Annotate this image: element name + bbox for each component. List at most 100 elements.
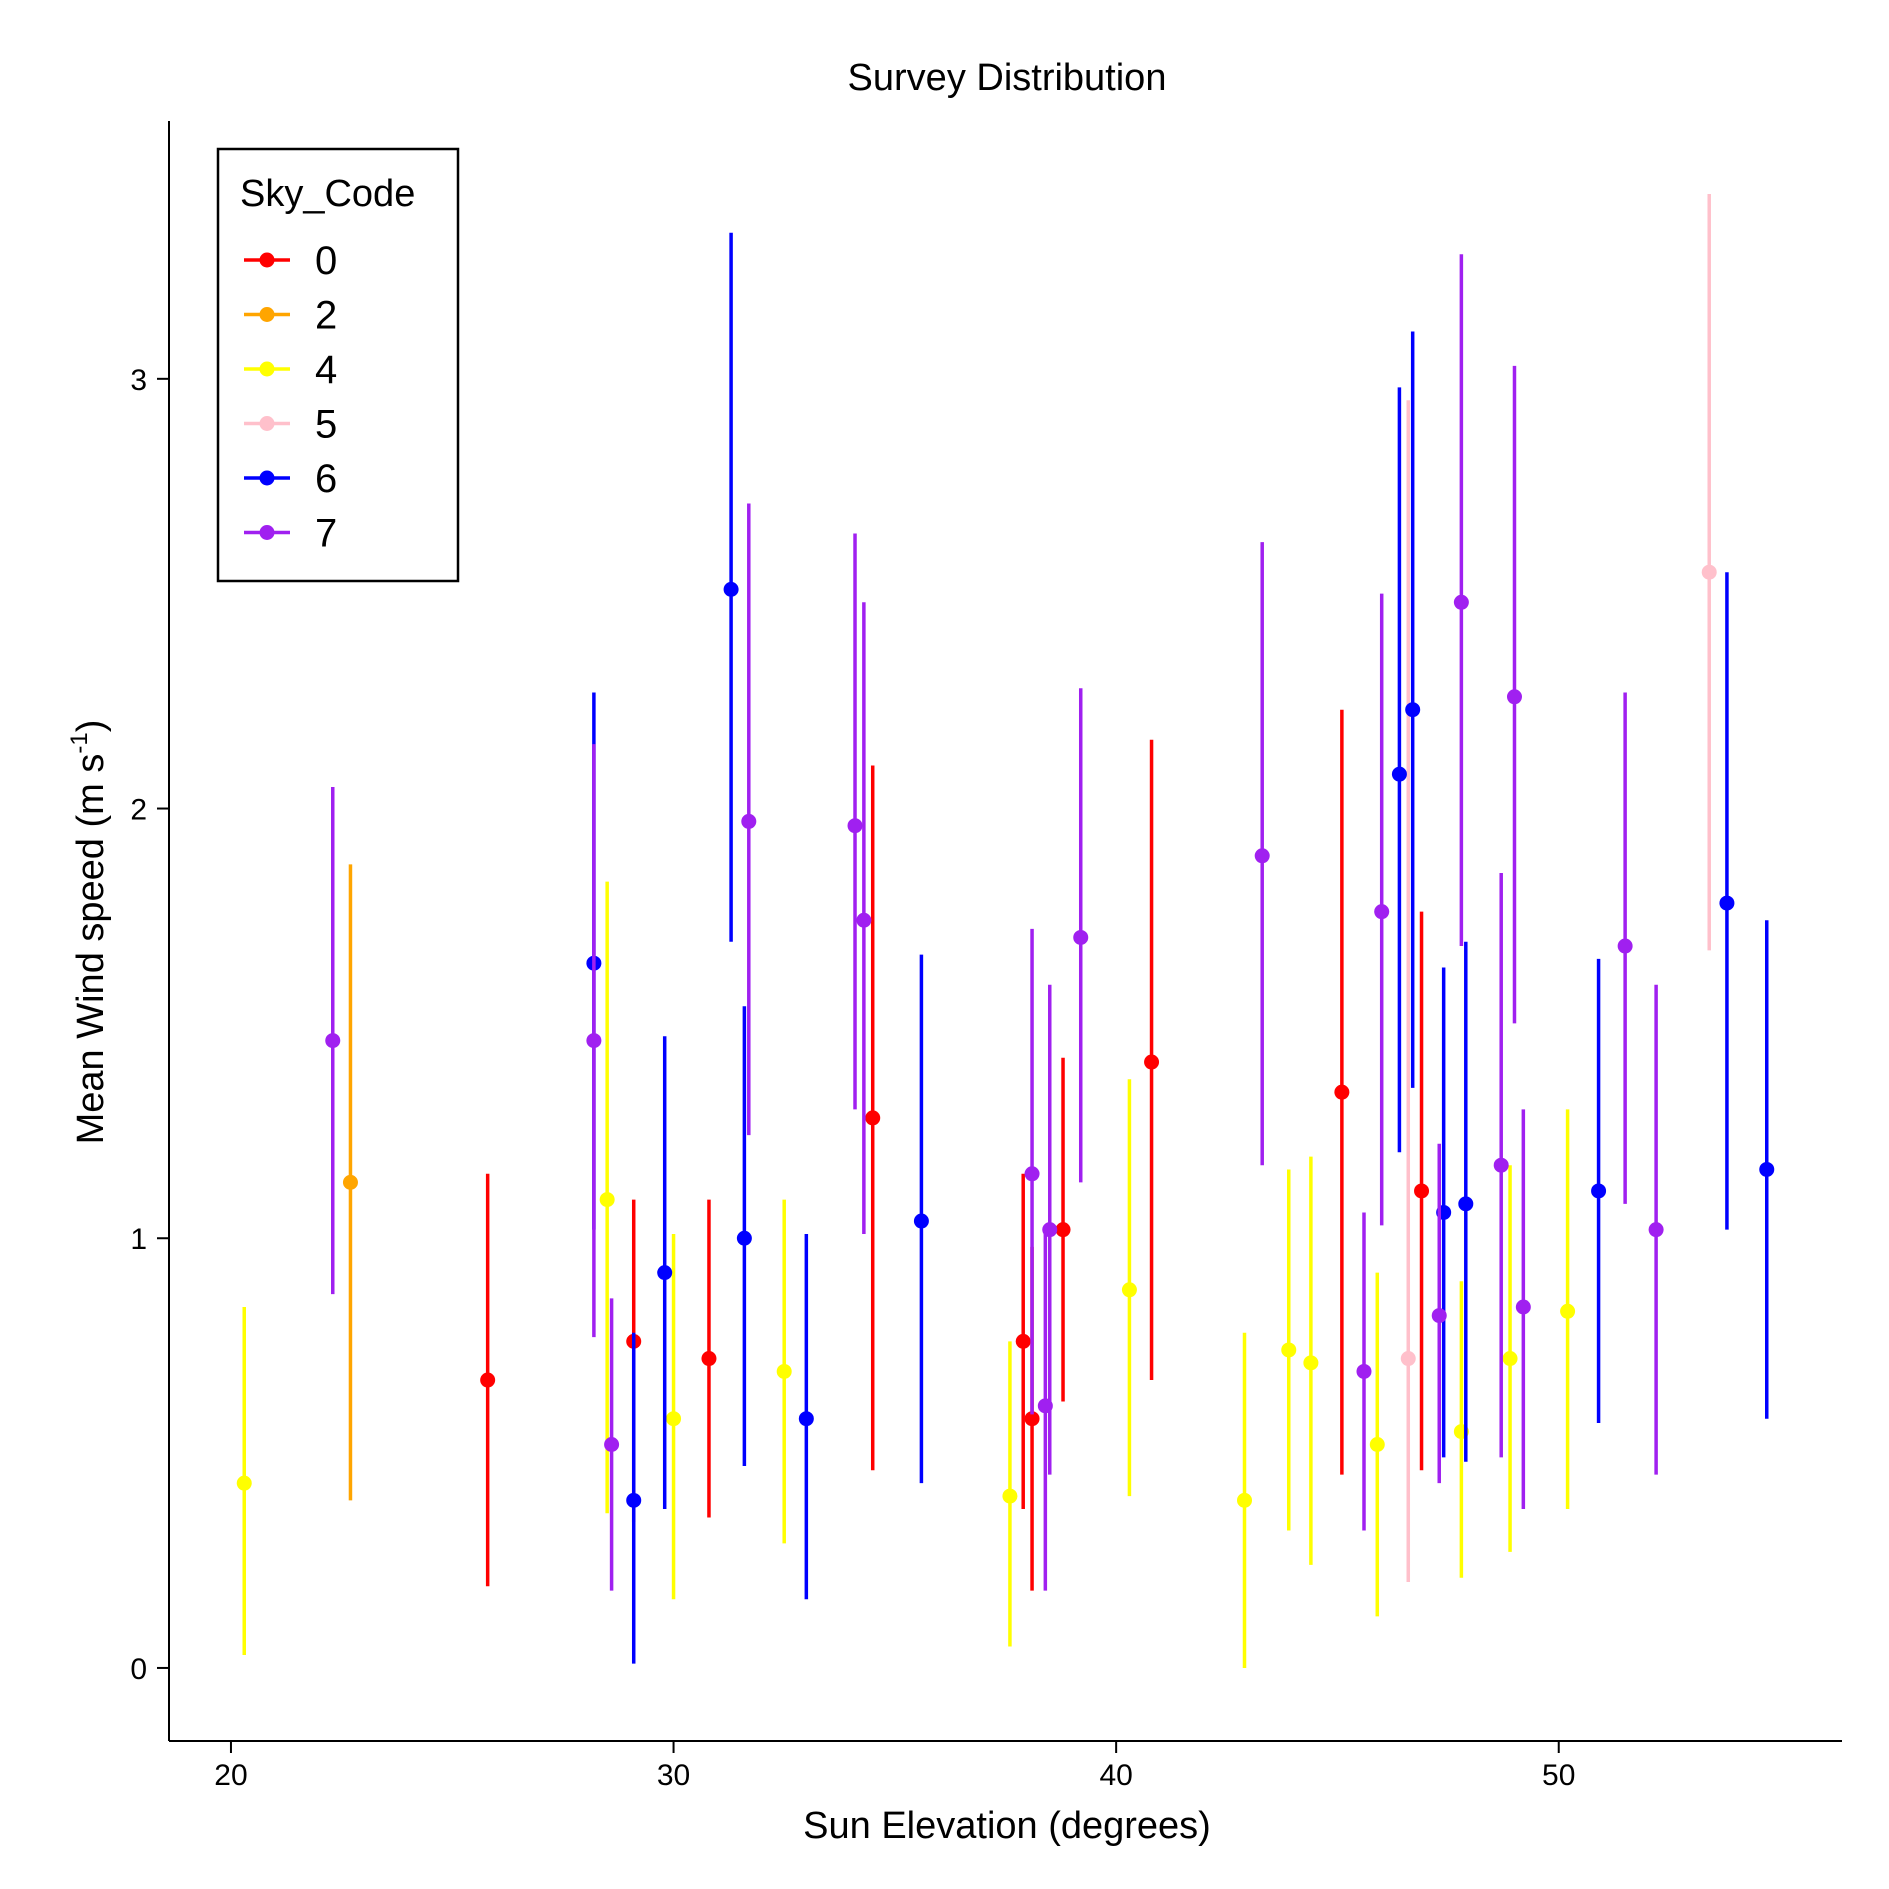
series-4 <box>236 881 1576 1668</box>
x-tick-label: 50 <box>1542 1759 1575 1792</box>
series-5 <box>1400 194 1717 1583</box>
data-point <box>1458 1196 1474 1212</box>
data-point <box>913 1213 929 1229</box>
data-point <box>666 1411 682 1427</box>
legend-entry-7: 7 <box>244 512 337 556</box>
data-point <box>1024 1411 1040 1427</box>
data-point <box>1073 929 1089 945</box>
legend-key-point <box>259 470 275 486</box>
x-axis-ticks: 20 30 40 50 <box>214 1741 1575 1792</box>
x-axis-label: Sun Elevation (degrees) <box>803 1805 1211 1847</box>
y-tick-label: 3 <box>130 364 147 397</box>
data-point <box>1759 1161 1775 1177</box>
data-point <box>1515 1299 1531 1315</box>
series-0 <box>480 709 1430 1591</box>
data-point <box>599 1192 615 1208</box>
legend-title: Sky_Code <box>240 173 415 215</box>
legend-key-point <box>259 361 275 377</box>
legend: Sky_Code 0 2 4 5 6 7 <box>216 147 460 583</box>
data-point <box>480 1372 496 1388</box>
data-point <box>1024 1166 1040 1182</box>
data-point <box>1701 564 1717 580</box>
data-point <box>1391 766 1407 782</box>
data-point <box>701 1351 717 1367</box>
data-point <box>776 1363 792 1379</box>
data-point <box>1237 1492 1252 1508</box>
data-point <box>325 1033 341 1049</box>
data-point <box>1719 895 1735 911</box>
legend-label: 7 <box>315 512 337 556</box>
data-point <box>736 1230 752 1246</box>
legend-label: 6 <box>315 457 337 501</box>
data-point <box>236 1475 252 1491</box>
y-tick-label: 1 <box>130 1223 147 1256</box>
legend-entries: 0 2 4 5 6 7 <box>244 239 337 556</box>
data-point <box>865 1110 881 1126</box>
y-tick-label: 0 <box>130 1653 147 1686</box>
data-point <box>1015 1333 1031 1349</box>
chart-title: Survey Distribution <box>848 57 1167 99</box>
data-point <box>657 1265 673 1281</box>
data-point <box>586 1033 602 1049</box>
data-point <box>847 818 863 834</box>
data-point <box>626 1492 642 1508</box>
data-point <box>1431 1308 1447 1324</box>
data-point <box>856 912 872 928</box>
legend-entry-0: 0 <box>244 239 337 283</box>
legend-label: 4 <box>315 348 337 392</box>
data-point <box>1648 1222 1664 1238</box>
data-point <box>1254 848 1270 864</box>
data-point <box>1281 1342 1297 1358</box>
series-7 <box>325 254 1664 1591</box>
legend-entry-4: 4 <box>244 348 337 392</box>
data-point <box>723 581 739 597</box>
legend-label: 2 <box>315 294 337 338</box>
legend-key-point <box>259 525 275 540</box>
legend-entry-6: 6 <box>244 457 337 501</box>
x-tick-label: 20 <box>214 1759 247 1792</box>
data-point <box>1369 1437 1385 1453</box>
data-point <box>1055 1222 1071 1238</box>
data-point <box>1414 1183 1430 1199</box>
x-tick-label: 30 <box>657 1759 690 1792</box>
data-point <box>1400 1351 1416 1367</box>
y-axis-ticks: 0 1 2 3 <box>130 364 169 1686</box>
data-point <box>1405 702 1421 718</box>
data-point <box>798 1411 814 1427</box>
legend-key-point <box>259 416 275 431</box>
legend-box <box>216 147 460 583</box>
data-point <box>1453 594 1469 610</box>
legend-label: 5 <box>315 403 337 447</box>
legend-entry-2: 2 <box>244 294 337 338</box>
y-axis-label-close: ) <box>70 720 112 733</box>
data-point <box>1303 1355 1319 1371</box>
y-tick-label: 2 <box>130 794 147 827</box>
x-tick-label: 40 <box>1099 1759 1132 1792</box>
data-point <box>342 1174 358 1190</box>
y-axis-label: Mean Wind speed (m s-1) <box>66 720 112 1145</box>
legend-key-point <box>259 252 275 268</box>
legend-entry-5: 5 <box>244 403 337 447</box>
data-point <box>1144 1054 1160 1070</box>
data-point <box>1617 938 1633 954</box>
data-point <box>1042 1222 1058 1238</box>
data-point <box>741 813 757 829</box>
data-point <box>1002 1488 1018 1504</box>
data-point <box>1356 1363 1372 1379</box>
series-2 <box>342 864 358 1501</box>
data-point <box>1374 904 1390 920</box>
data-point <box>1334 1084 1350 1100</box>
data-point <box>1506 689 1522 705</box>
y-axis-label-superscript: -1 <box>66 732 93 753</box>
data-marks <box>236 194 1775 1668</box>
data-point <box>1591 1183 1607 1199</box>
data-point <box>1121 1282 1137 1298</box>
data-point <box>1502 1351 1518 1367</box>
data-point <box>1560 1303 1576 1319</box>
data-point <box>604 1437 620 1453</box>
data-point <box>1493 1157 1509 1173</box>
legend-label: 0 <box>315 239 337 283</box>
y-axis-label-main: Mean Wind speed (m s <box>70 754 112 1145</box>
